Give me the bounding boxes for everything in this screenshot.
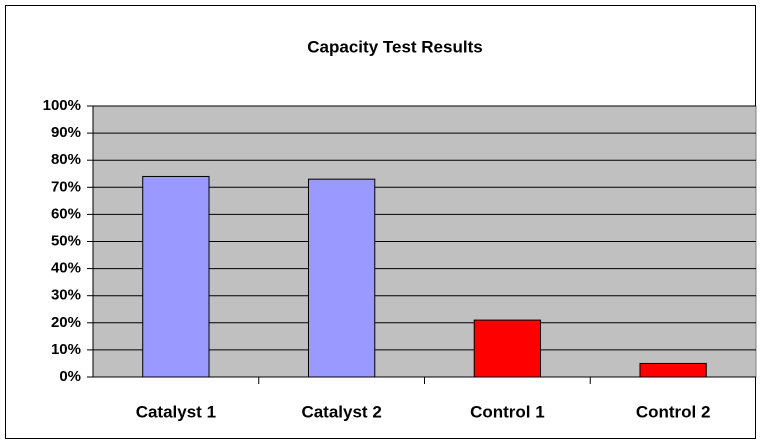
y-tick-label: 10% — [51, 341, 81, 358]
y-tick-label: 0% — [59, 368, 81, 385]
bar — [639, 362, 707, 378]
bar — [142, 175, 210, 378]
x-tick-label: Catalyst 1 — [136, 402, 216, 421]
x-tick-label: Catalyst 2 — [301, 402, 381, 421]
y-tick-label: 60% — [51, 205, 81, 222]
y-tick-label: 80% — [51, 151, 81, 168]
y-tick-label: 50% — [51, 232, 81, 249]
y-tick-label: 20% — [51, 314, 81, 331]
y-tick-label: 90% — [51, 124, 81, 141]
y-tick-label: 30% — [51, 287, 81, 304]
x-tick-label: Control 2 — [636, 402, 711, 421]
y-tick-label: 40% — [51, 260, 81, 277]
y-tick-label: 100% — [43, 97, 81, 114]
bar — [473, 319, 542, 378]
chart-title: Capacity Test Results — [307, 37, 482, 56]
x-tick-label: Control 1 — [470, 402, 545, 421]
bar — [307, 178, 376, 378]
y-tick-label: 70% — [51, 178, 81, 195]
